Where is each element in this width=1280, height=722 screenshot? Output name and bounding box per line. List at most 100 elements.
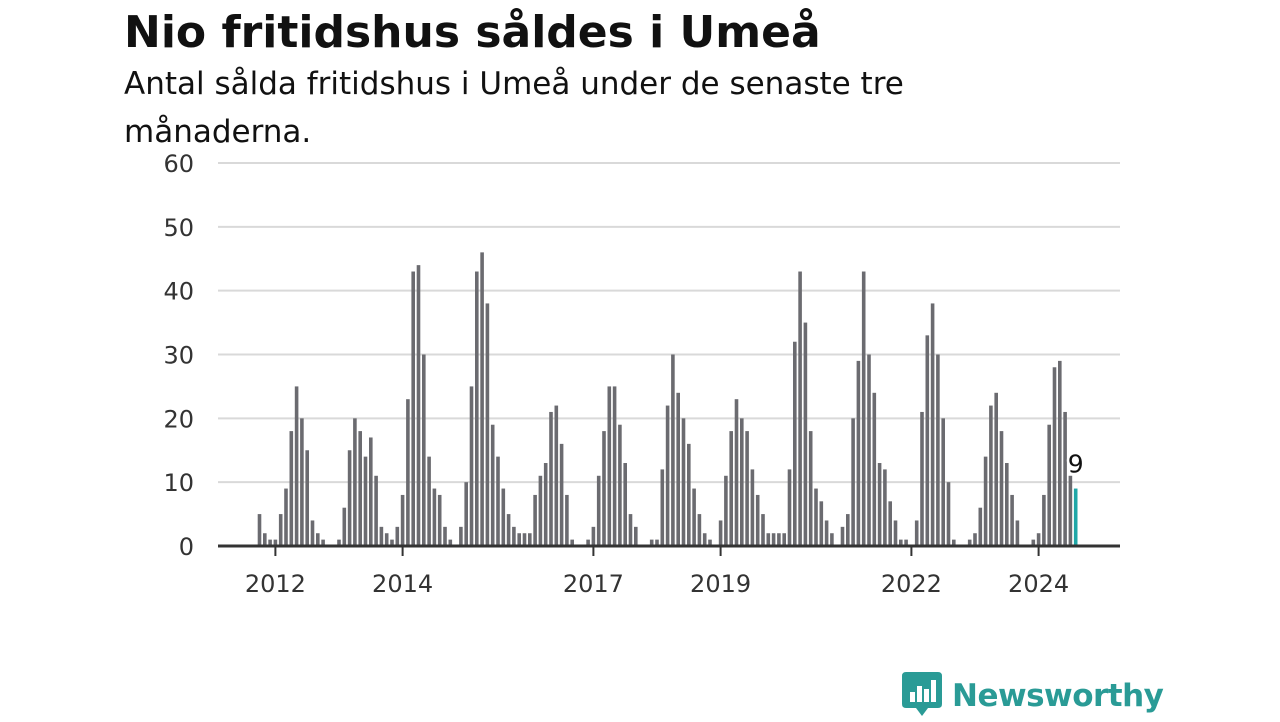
bar	[565, 494, 569, 546]
bar	[443, 526, 447, 546]
bar	[347, 450, 352, 546]
bar	[994, 392, 998, 546]
bar	[305, 450, 309, 546]
bar	[708, 539, 712, 546]
bar	[983, 456, 988, 546]
bar	[914, 520, 919, 546]
bar	[925, 335, 930, 546]
bar	[273, 539, 278, 546]
bar	[549, 411, 553, 546]
bar	[623, 463, 627, 546]
bar	[459, 526, 463, 546]
bar-highlight	[1073, 488, 1078, 546]
bar	[496, 456, 500, 546]
bar	[840, 526, 845, 546]
bar	[469, 386, 474, 546]
bar	[676, 392, 680, 546]
bar	[400, 494, 405, 546]
bars	[257, 252, 1078, 546]
bar	[745, 431, 749, 546]
y-tick-label: 50	[163, 214, 194, 242]
newsworthy-logo: Newsworthy	[902, 670, 1164, 722]
bar	[612, 386, 617, 546]
bar	[1042, 494, 1046, 546]
x-tick-label: 2024	[1008, 570, 1069, 598]
y-tick-label: 40	[163, 278, 194, 306]
bar	[1005, 463, 1009, 546]
bar	[374, 475, 378, 546]
y-axis-ticks: 0 10 20 30 40 50 60	[163, 150, 194, 561]
bar	[649, 539, 654, 546]
x-tick-label: 2022	[881, 570, 942, 598]
y-tick-label: 10	[163, 469, 194, 497]
bar	[628, 514, 633, 546]
x-tick-label: 2012	[245, 570, 306, 598]
bar	[1036, 533, 1041, 546]
highlight-data-label: 9	[1068, 450, 1084, 479]
y-tick-label: 30	[163, 342, 194, 370]
bar	[681, 418, 686, 546]
bar	[888, 501, 892, 546]
bar	[321, 539, 325, 546]
bar	[432, 488, 437, 546]
bar	[740, 418, 744, 546]
bar	[501, 488, 506, 546]
bar	[824, 520, 829, 546]
x-tick-label: 2014	[372, 570, 433, 598]
bar	[660, 469, 665, 546]
bar	[808, 431, 813, 546]
bar	[782, 533, 786, 546]
bar	[490, 424, 495, 546]
bar	[1031, 539, 1036, 546]
bar	[543, 463, 548, 546]
bar	[591, 526, 596, 546]
bar	[697, 514, 702, 546]
bar	[936, 354, 940, 546]
bar	[1010, 494, 1014, 546]
bar	[416, 265, 421, 546]
bar	[406, 399, 410, 546]
x-axis-ticks: 2012 2014 2017 2019 2022 2024	[245, 546, 1069, 598]
bar	[384, 533, 389, 546]
bar	[559, 443, 564, 546]
bar	[395, 526, 400, 546]
bar	[522, 533, 527, 546]
bar	[1052, 367, 1057, 546]
bar	[316, 533, 320, 546]
chart-subtitle: Antal sålda fritidshus i Umeå under de s…	[124, 66, 904, 150]
bar	[554, 405, 559, 546]
bar	[904, 539, 908, 546]
bar	[687, 443, 691, 546]
bar	[528, 533, 532, 546]
bar	[1047, 424, 1051, 546]
x-tick-label: 2019	[690, 570, 751, 598]
bar	[427, 456, 431, 546]
bar	[448, 539, 453, 546]
bar	[920, 411, 924, 546]
bar	[411, 271, 415, 546]
bar	[877, 463, 882, 546]
bar	[1063, 411, 1067, 546]
bar	[883, 469, 887, 546]
bar	[718, 520, 723, 546]
bar	[358, 431, 362, 546]
bar	[596, 475, 601, 546]
bar	[506, 514, 511, 546]
bar	[798, 271, 802, 546]
bar	[437, 494, 442, 546]
bar	[793, 341, 797, 546]
bar	[851, 418, 855, 546]
bar	[379, 526, 384, 546]
bar	[602, 431, 606, 546]
bar	[634, 526, 638, 546]
bar	[761, 514, 765, 546]
bar	[369, 437, 373, 546]
bar	[278, 514, 283, 546]
bar	[830, 533, 834, 546]
bar	[1015, 520, 1020, 546]
bar	[1068, 475, 1073, 546]
bar	[390, 539, 394, 546]
bar	[734, 399, 739, 546]
bar	[464, 482, 468, 546]
bar	[846, 514, 850, 546]
